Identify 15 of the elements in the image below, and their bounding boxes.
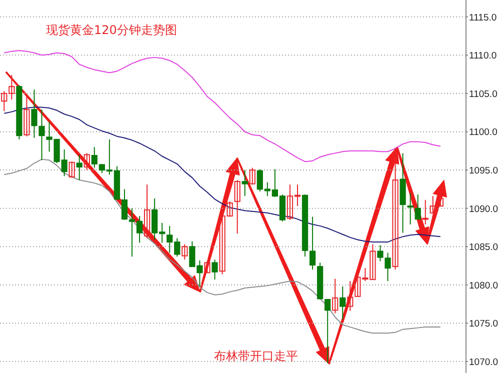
y-tick-label: 1105.0 [469,88,498,100]
text: 现货黄金120分钟走势图 [46,23,177,37]
y-tick-label: 1085.0 [469,242,498,254]
y-tick-label: 1070.0 [469,357,498,368]
line-series [4,158,441,334]
y-tick-label: 1090.0 [469,204,498,215]
y-tick-label: 1095.0 [469,166,498,177]
y-tick-label: 1115.0 [469,12,497,24]
y-tick-label: 1110.0 [469,50,497,62]
y-tick-label: 1075.0 [469,318,498,330]
annotation: 布林带开口走平 [214,349,298,363]
line-series [4,106,441,243]
y-tick-label: 1080.0 [469,280,498,292]
y-tick-label: 1100.0 [469,127,498,138]
line-series [4,50,441,162]
